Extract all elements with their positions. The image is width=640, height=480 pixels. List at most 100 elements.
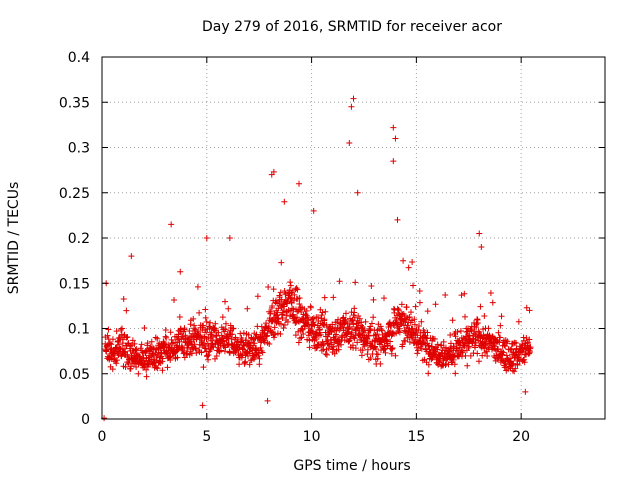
data-point (313, 336, 320, 343)
data-point (447, 332, 454, 339)
data-point (306, 337, 313, 344)
data-point (277, 289, 284, 296)
data-point (412, 303, 419, 310)
data-point (259, 349, 266, 356)
x-tick-label: 20 (512, 429, 530, 445)
data-point (271, 334, 278, 341)
data-point (442, 344, 449, 351)
data-point (275, 316, 282, 323)
data-point (348, 331, 355, 338)
data-point (372, 331, 379, 338)
data-point (474, 316, 481, 323)
data-point (352, 345, 359, 352)
data-point (394, 216, 401, 223)
data-point (523, 304, 530, 311)
data-point (192, 345, 199, 352)
data-point (201, 344, 208, 351)
data-point (390, 158, 397, 165)
data-point (213, 353, 220, 360)
data-point (209, 341, 216, 348)
data-point (256, 355, 263, 362)
x-tick-label: 0 (98, 429, 107, 445)
data-point (440, 338, 447, 345)
data-point (461, 342, 468, 349)
data-point (425, 370, 432, 377)
data-point (261, 336, 268, 343)
y-tick-label: 0.15 (59, 276, 90, 292)
data-point (294, 286, 301, 293)
data-point (119, 336, 126, 343)
data-point (280, 325, 287, 332)
data-point (364, 351, 371, 358)
data-point (208, 337, 215, 344)
data-point (123, 334, 130, 341)
data-point (210, 344, 217, 351)
data-point (212, 320, 219, 327)
data-point (280, 307, 287, 314)
data-point (409, 258, 416, 265)
data-point (461, 290, 468, 297)
data-point (339, 333, 346, 340)
data-point (390, 124, 397, 131)
data-point (299, 326, 306, 333)
data-point (373, 346, 379, 353)
data-point (477, 303, 484, 310)
data-point (409, 335, 416, 342)
data-point (218, 332, 225, 339)
data-point (236, 361, 243, 368)
data-point (377, 323, 384, 330)
data-point (219, 314, 226, 321)
data-point (475, 328, 482, 335)
data-point (359, 323, 366, 330)
data-point (167, 329, 174, 336)
data-point (244, 305, 251, 312)
data-point (159, 367, 166, 374)
data-point (464, 362, 471, 369)
data-point (358, 352, 365, 359)
y-tick-label: 0.35 (59, 95, 90, 111)
data-point (410, 282, 417, 289)
data-point (398, 301, 405, 308)
data-point (153, 364, 160, 371)
data-point (120, 295, 127, 302)
data-point (411, 321, 418, 328)
data-point (411, 316, 418, 323)
data-point (238, 354, 245, 361)
data-point (462, 313, 469, 320)
data-point (484, 352, 491, 359)
data-point (368, 282, 375, 289)
data-point (265, 323, 272, 330)
data-point (246, 361, 253, 368)
data-point (271, 331, 278, 338)
data-point (144, 340, 151, 347)
data-point (465, 325, 472, 332)
y-tick-label: 0 (81, 412, 90, 428)
data-point (445, 361, 452, 368)
data-point (228, 340, 235, 347)
data-point (392, 352, 399, 359)
chart-title: Day 279 of 2016, SRMTID for receiver aco… (202, 19, 502, 35)
x-tick-label: 15 (407, 429, 425, 445)
data-point (472, 344, 479, 351)
data-point (236, 344, 243, 351)
data-point (381, 346, 388, 353)
data-point (330, 294, 337, 301)
data-point (287, 282, 294, 289)
data-point (434, 341, 441, 348)
data-point (381, 295, 388, 302)
tick-labels: 0 0.05 0.1 0.15 0.2 0.25 0.3 0.35 0.4 0 5 10 15 20 (59, 50, 530, 445)
data-point (277, 330, 284, 337)
data-point (348, 103, 355, 110)
y-axis-label: SRMTID / TECUs (6, 182, 22, 295)
data-point (141, 325, 148, 332)
data-point (159, 355, 166, 362)
data-point (454, 328, 461, 335)
data-point (241, 359, 248, 366)
data-point (305, 317, 312, 324)
data-point (229, 331, 236, 338)
data-point (409, 325, 416, 332)
data-point (447, 340, 454, 347)
data-point (226, 235, 233, 241)
data-point (267, 308, 274, 315)
